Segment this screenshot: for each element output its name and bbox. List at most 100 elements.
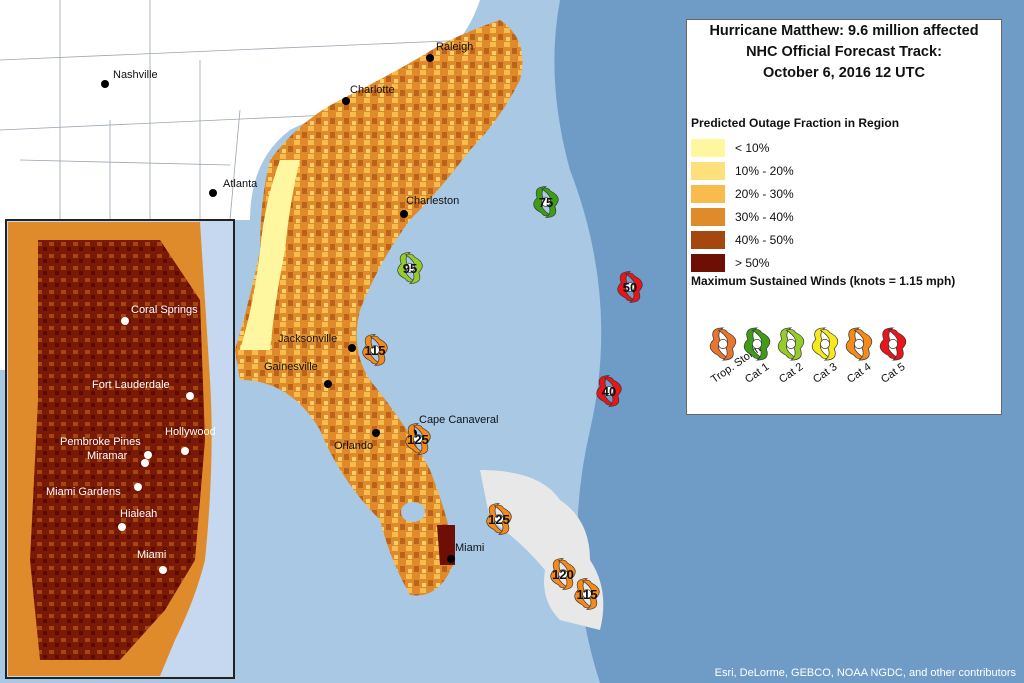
hurricane-icon [486,503,512,535]
inset-map [5,219,235,679]
hurricane-icon [617,271,643,303]
hurricane-icon [845,327,873,361]
legend-swatch [691,185,725,203]
inset-city-marker [159,566,167,574]
outage-high-south-florida [437,525,455,565]
storm-wind-label: 115 [577,587,598,602]
wind-legend-item [875,326,911,367]
outage-legend-item: 30% - 40% [691,207,794,227]
outage-legend-item: > 50% [691,253,769,273]
wind-legend-item [773,326,809,367]
hurricane-icon [879,327,907,361]
map-title-line1: Hurricane Matthew: 9.6 million affected [709,23,979,39]
city-label: Cape Canaveral [419,414,499,426]
inset-city-label: Coral Springs [131,304,198,316]
storm-wind-label: 50 [623,280,637,295]
hurricane-icon [362,334,388,366]
lake-okeechobee [401,502,425,522]
wind-legend-heading: Maximum Sustained Winds (knots = 1.15 mp… [691,274,956,288]
city-label: Charlotte [350,84,395,96]
wind-legend-item [739,326,775,367]
inset-city-marker [134,483,142,491]
city-marker [400,210,408,218]
city-marker [348,344,356,352]
city-label: Nashville [113,69,158,81]
city-label: Atlanta [223,178,258,190]
city-label: Orlando [334,440,373,452]
state-borders [0,0,471,221]
city-marker [101,80,109,88]
inset-city-marker [181,447,189,455]
legend-swatch [691,254,725,272]
wind-legend-item [841,326,877,367]
city-marker [426,54,434,62]
map-title-line3: October 6, 2016 12 UTC [763,65,925,81]
inset-city-marker [121,317,129,325]
outage-region [235,20,523,596]
legend-label: > 50% [735,256,770,270]
hurricane-icon [533,186,559,218]
hurricane-icon [405,423,431,455]
legend-swatch [691,139,725,157]
city-marker [209,189,217,197]
city-marker [342,97,350,105]
inset-city-label: Miramar [87,450,128,462]
legend-label: 10% - 20% [735,164,794,178]
inset-city-marker [144,451,152,459]
legend-label: 30% - 40% [735,210,794,224]
storm-wind-label: 125 [488,512,510,527]
outage-light-edge [240,160,300,350]
inset-city-label: Miami Gardens [46,486,121,498]
inset-city-label: Fort Lauderdale [92,379,170,391]
storm-wind-label: 125 [407,432,429,447]
city-label: Jacksonville [278,333,337,345]
hurricane-icon [811,327,839,361]
city-label: Raleigh [436,41,473,53]
outage-legend-item: 40% - 50% [691,230,794,250]
storm-wind-label: 95 [403,261,417,276]
city-marker [372,429,380,437]
city-label: Charleston [406,195,459,207]
hurricane-icon [550,558,576,590]
hurricane-icon [397,252,423,284]
inset-city-label: Miami [137,549,166,561]
map-credits: Esri, DeLorme, GEBCO, NOAA NGDC, and oth… [714,667,1016,679]
legend-swatch [691,208,725,226]
map-title-line2: NHC Official Forecast Track: [746,44,942,60]
wind-legend-item [705,326,741,367]
bahamas [480,470,604,630]
hurricane-icon [596,375,622,407]
inset-city-label: Hollywood [165,426,216,438]
storm-wind-label: 75 [539,195,553,210]
hurricane-icon [777,327,805,361]
outage-legend-item: 10% - 20% [691,161,794,181]
inset-city-layer: Coral Springs Fort Lauderdale Hollywood Pem… [46,304,216,574]
storm-wind-label: 40 [602,384,616,399]
inset-city-marker [141,459,149,467]
hurricane-icon [574,578,600,610]
legend-label: 40% - 50% [735,233,794,247]
storm-wind-label: 115 [365,343,386,358]
legend-label: 20% - 30% [735,187,794,201]
inset-city-marker [186,392,194,400]
city-label: Miami [455,542,484,554]
city-label: Gainesville [264,361,318,373]
outage-legend-item: < 10% [691,138,769,158]
hurricane-icon [743,327,771,361]
wind-legend-item [807,326,843,367]
legend-swatch [691,162,725,180]
inset-city-marker [118,523,126,531]
outage-legend-heading: Predicted Outage Fraction in Region [691,116,900,130]
inset-city-label: Hialeah [120,508,157,520]
city-layer: Nashville Raleigh Charlotte Atlanta Charlest… [101,41,499,563]
legend-swatch [691,231,725,249]
city-marker [324,380,332,388]
inset-city-label: Pembroke Pines [60,436,141,448]
storm-wind-label: 120 [552,567,574,582]
outage-legend-item: 20% - 30% [691,184,794,204]
city-marker [447,555,455,563]
legend-panel: Hurricane Matthew: 9.6 million affected … [686,19,1002,415]
legend-label: < 10% [735,141,770,155]
hurricane-icon [709,327,737,361]
